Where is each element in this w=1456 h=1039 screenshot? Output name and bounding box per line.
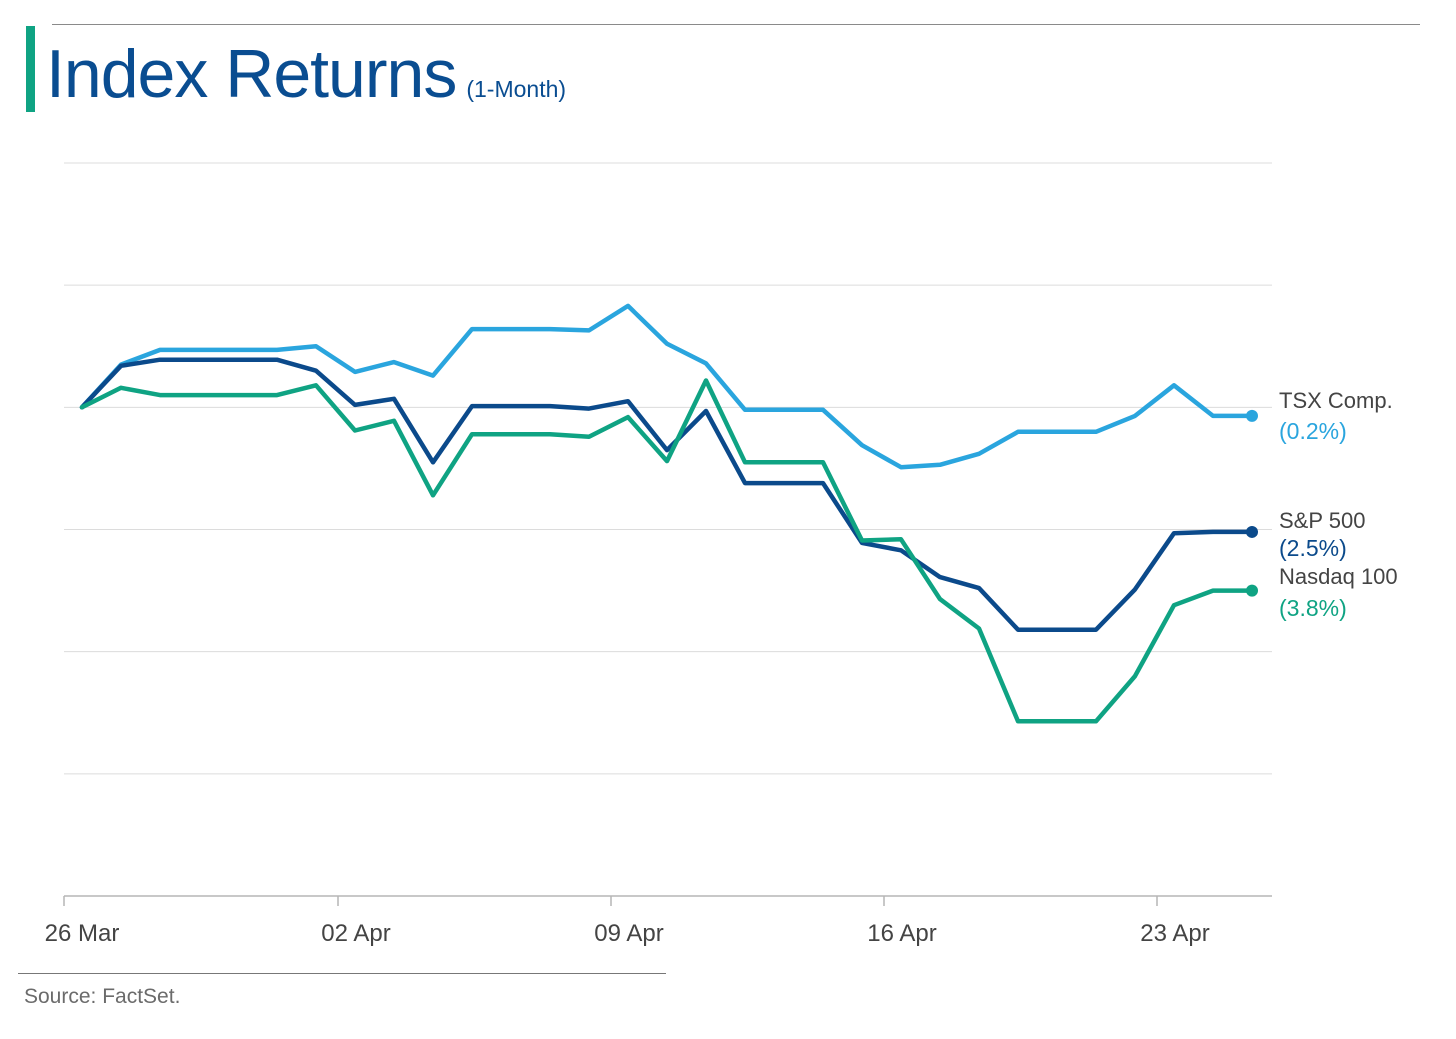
nasdaq-100-line	[79, 378, 1255, 724]
x-tick-label: 02 Apr	[321, 920, 390, 947]
chart-title: Index Returns (1-Month)	[46, 34, 566, 129]
sp500-line	[79, 357, 1255, 632]
chart-subtitle: (1-Month)	[466, 76, 567, 102]
x-tick-label: 26 Mar	[45, 920, 120, 947]
tsx-comp-end-label: TSX Comp.	[1279, 388, 1393, 413]
sp500-end-label: S&P 500	[1279, 508, 1365, 533]
nasdaq-100-end-label: Nasdaq 100	[1279, 564, 1398, 589]
x-tick-label: 23 Apr	[1140, 920, 1209, 947]
nasdaq-100-end-marker	[1246, 584, 1258, 597]
source-note: Source: FactSet.	[24, 985, 181, 1008]
x-tick-label: 16 Apr	[867, 920, 936, 947]
tsx-comp-line	[79, 303, 1255, 470]
sp500-end-value: (2.5%)	[1279, 535, 1347, 561]
title-text: Index Returns	[46, 36, 457, 112]
sp500-end-marker	[1246, 525, 1258, 538]
x-tick-label: 09 Apr	[594, 920, 663, 947]
tsx-comp-end-marker	[1246, 409, 1258, 422]
source-rule	[18, 973, 666, 974]
tsx-comp-end-value: (0.2%)	[1279, 418, 1347, 444]
top-rule	[52, 24, 1420, 25]
nasdaq-100-end-value: (3.8%)	[1279, 595, 1347, 621]
title-accent-bar	[26, 26, 35, 112]
